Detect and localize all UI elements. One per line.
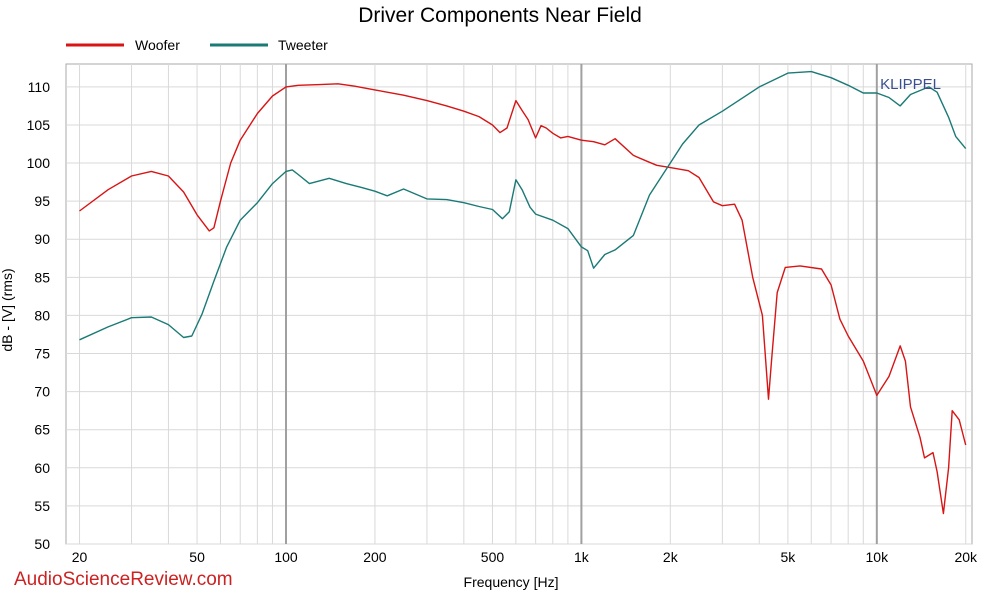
grid xyxy=(66,64,972,545)
y-tick-label: 85 xyxy=(34,269,50,285)
brand-label: KLIPPEL xyxy=(880,76,941,93)
x-tick-label: 2k xyxy=(663,549,679,565)
y-tick-labels: 50 55 60 65 70 75 80 85 90 95 100 105 110 xyxy=(27,79,51,552)
y-tick-label: 100 xyxy=(27,155,51,171)
y-tick-label: 65 xyxy=(34,422,50,438)
y-tick-label: 80 xyxy=(34,307,50,323)
x-tick-label: 100 xyxy=(274,549,298,565)
y-tick-label: 90 xyxy=(34,231,50,247)
x-tick-label: 500 xyxy=(481,549,505,565)
y-tick-label: 70 xyxy=(34,384,50,400)
legend: Woofer Tweeter xyxy=(66,37,328,53)
chart-title: Driver Components Near Field xyxy=(358,4,642,27)
x-tick-label: 1k xyxy=(574,549,590,565)
y-tick-label: 50 xyxy=(34,536,50,552)
legend-label-woofer: Woofer xyxy=(135,37,180,53)
y-tick-label: 95 xyxy=(34,193,50,209)
y-tick-label: 105 xyxy=(27,117,51,133)
y-tick-label: 110 xyxy=(28,79,51,95)
legend-label-tweeter: Tweeter xyxy=(278,37,328,53)
y-tick-label: 55 xyxy=(34,498,50,514)
x-tick-label: 20k xyxy=(954,549,978,565)
series-line-tweeter xyxy=(79,70,967,341)
plot-frame xyxy=(65,63,973,545)
watermark: AudioScienceReview.com xyxy=(14,569,233,590)
series-lines xyxy=(79,70,967,515)
y-axis-label: dB - [V] (rms) xyxy=(0,268,15,351)
x-tick-label: 20 xyxy=(72,549,88,565)
x-tick-labels: 20 50 100 200 500 1k 2k 5k 10k 20k xyxy=(72,549,978,565)
series-line-woofer xyxy=(79,83,967,515)
x-tick-label: 5k xyxy=(780,549,796,565)
y-tick-label: 60 xyxy=(34,460,50,476)
x-tick-label: 200 xyxy=(363,549,387,565)
x-tick-label: 10k xyxy=(866,549,890,565)
x-tick-label: 50 xyxy=(189,549,205,565)
y-tick-label: 75 xyxy=(34,346,50,362)
x-axis-label: Frequency [Hz] xyxy=(464,574,559,590)
